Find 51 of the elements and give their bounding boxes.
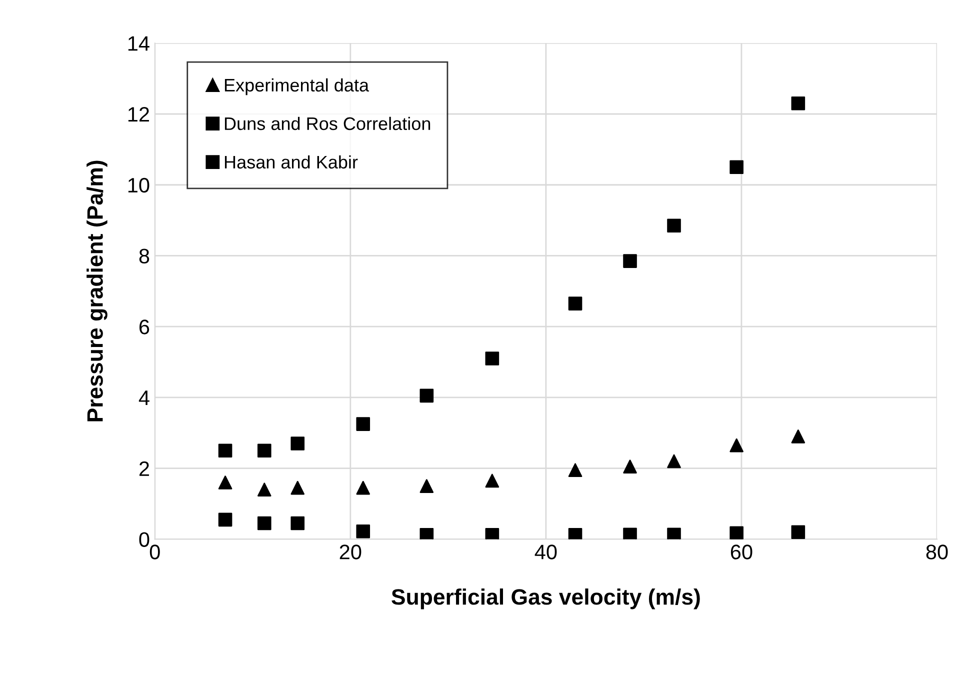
point [356,524,370,538]
point [623,460,637,474]
point [667,528,681,540]
point [730,160,744,174]
y-tick-label: 0 [139,532,150,547]
x-axis-title: Superficial Gas velocity (m/s) [392,588,700,610]
y-tick-label: 6 [139,320,150,334]
y-tick-label: 8 [139,248,150,264]
x-tick-label: 0 [150,544,160,560]
point [420,528,434,540]
legend-label: Hasan and Kabir [224,155,358,169]
point [356,480,370,495]
point [218,444,232,458]
x-tick-label: 40 [534,544,557,560]
point [218,512,232,527]
point [257,482,272,496]
point [485,352,500,366]
point [218,476,232,490]
point [356,417,370,431]
point [791,525,806,540]
point [420,479,434,493]
point [290,436,305,450]
y-axis-title: Pressure gradient (Pa/m) [86,160,108,422]
point [257,444,272,458]
point [420,388,434,403]
y-tick-label: 2 [139,461,149,476]
point [485,474,500,488]
point [623,254,637,268]
point [568,463,582,478]
y-tick-label: 12 [128,107,149,122]
point [257,516,272,530]
x-tick-label: 20 [340,544,362,560]
point [791,430,806,444]
point [791,96,806,110]
point [568,296,582,310]
point [568,528,582,540]
point [290,480,305,495]
x-tick-label: 80 [926,544,948,560]
point [485,528,500,540]
point [730,438,744,452]
x-tick-label: 60 [730,544,752,560]
y-tick-label: 14 [128,36,150,51]
point [623,528,637,540]
point [667,218,681,233]
y-tick-label: 10 [128,178,150,193]
legend-label: Experimental data [224,78,370,96]
point [667,454,681,468]
point [290,516,305,530]
point [730,526,744,540]
y-tick-label: 4 [138,390,150,406]
legend-label: Duns and Ros Correlation [224,116,430,130]
